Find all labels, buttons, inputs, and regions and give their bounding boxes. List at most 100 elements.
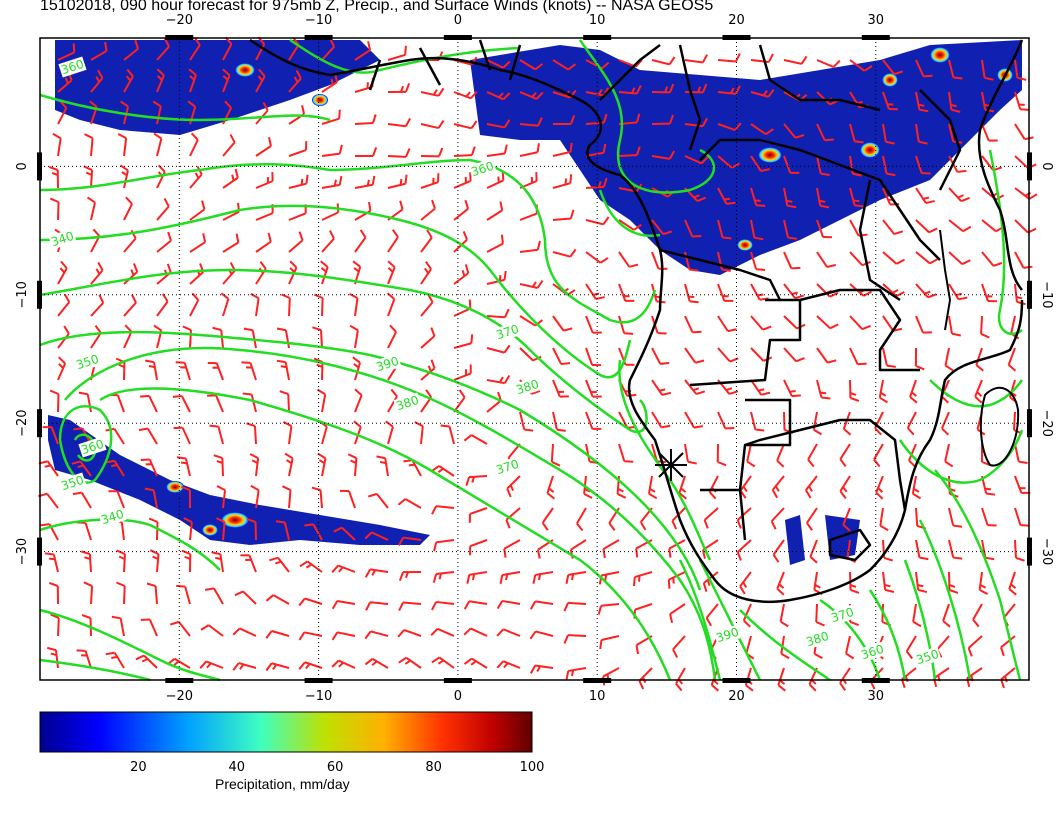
wind-barb	[746, 443, 756, 468]
wind-barb	[772, 539, 785, 563]
wind-barb	[265, 662, 290, 672]
wind-barb	[519, 347, 542, 362]
wind-barb	[153, 132, 163, 157]
lat-tick-label-left: −10	[15, 281, 30, 308]
wind-barb	[105, 459, 125, 477]
wind-barb	[552, 174, 573, 189]
wind-barb	[453, 299, 472, 317]
wind-barb	[387, 260, 396, 285]
wind-barb	[882, 59, 904, 76]
wind-barb	[397, 498, 422, 509]
wind-barb	[597, 603, 620, 615]
wind-barb	[948, 251, 971, 266]
precip-core	[930, 47, 950, 63]
precip-patch	[470, 40, 1022, 275]
wind-barb	[911, 475, 922, 500]
wind-barb	[57, 43, 76, 61]
wind-barb	[839, 475, 851, 500]
wind-barb	[453, 364, 472, 381]
wind-barb	[816, 379, 831, 400]
contour-line	[934, 469, 1022, 681]
wind-barb	[123, 196, 133, 221]
wind-barb	[879, 507, 889, 532]
wind-barb	[354, 147, 378, 157]
wind-barb	[944, 443, 954, 468]
wind-barb	[878, 379, 888, 404]
wind-barb	[288, 174, 309, 189]
wind-barb	[915, 123, 928, 145]
contour-line	[39, 658, 151, 682]
wind-barb	[48, 166, 59, 189]
precip-patch	[55, 40, 380, 135]
wind-barb	[288, 231, 304, 253]
wind-barb	[519, 59, 544, 71]
wind-barb	[349, 292, 359, 317]
wind-barb	[276, 359, 290, 381]
wind-barb	[298, 597, 323, 607]
wind-barb	[1014, 443, 1028, 465]
wind-barb	[703, 507, 719, 529]
wind-barb	[49, 197, 60, 221]
wind-barb	[255, 172, 274, 189]
contour-line	[578, 39, 716, 194]
wind-barb	[321, 144, 343, 157]
wind-barb	[783, 379, 801, 398]
wind-barb	[119, 164, 129, 189]
wind-barb	[618, 84, 642, 95]
wind-barb	[331, 564, 356, 573]
colorbar-tick-label: 40	[228, 760, 246, 775]
country-border	[828, 528, 872, 562]
wind-barb	[304, 523, 323, 541]
wind-barb	[189, 200, 206, 221]
wind-barb	[463, 600, 488, 610]
precip-core	[737, 239, 753, 251]
lon-tick-bar	[443, 678, 472, 683]
madagascar	[979, 386, 1020, 467]
wind-barb	[783, 155, 800, 174]
wind-barb	[207, 394, 224, 413]
wind-barb	[770, 507, 785, 530]
lon-tick-bar	[722, 678, 751, 683]
wind-barb	[618, 146, 641, 157]
wind-barb	[807, 443, 818, 468]
wind-barb	[684, 54, 709, 64]
wind-barb	[117, 133, 128, 157]
wind-barb	[816, 347, 837, 364]
wind-barb	[209, 424, 224, 445]
wind-barb	[398, 601, 422, 611]
country-border	[368, 39, 522, 91]
wind-barb	[453, 334, 474, 349]
wind-barb	[948, 91, 961, 113]
wind-barb	[776, 443, 785, 468]
contour-line	[64, 346, 717, 681]
wind-barb	[576, 507, 587, 532]
wind-barb	[486, 59, 511, 69]
contour-line	[99, 387, 672, 681]
wind-barb	[116, 549, 126, 573]
wind-barb	[246, 422, 257, 445]
wind-barb	[148, 517, 159, 541]
wind-barb	[216, 517, 226, 541]
wind-barb	[684, 117, 708, 128]
wind-barb	[552, 209, 575, 221]
wind-barb	[684, 283, 699, 304]
wind-barb	[387, 83, 411, 93]
wind-barb	[750, 219, 764, 241]
wind-barb	[432, 571, 455, 583]
wind-barb	[684, 315, 702, 334]
wind-barb	[585, 251, 609, 264]
colorbar-tick-label: 60	[326, 760, 344, 775]
wind-barb	[669, 603, 686, 624]
wind-barb	[546, 475, 556, 500]
wind-barb	[816, 251, 836, 268]
wind-barb	[486, 144, 508, 157]
wind-barb	[241, 361, 257, 381]
wind-barb	[146, 582, 158, 605]
country-border	[678, 44, 702, 151]
wind-barb	[941, 411, 950, 436]
wind-barb	[678, 475, 687, 500]
wind-barb	[123, 294, 137, 317]
wind-barb	[365, 601, 389, 611]
wind-barb	[331, 631, 356, 641]
wind-barb	[288, 260, 298, 285]
